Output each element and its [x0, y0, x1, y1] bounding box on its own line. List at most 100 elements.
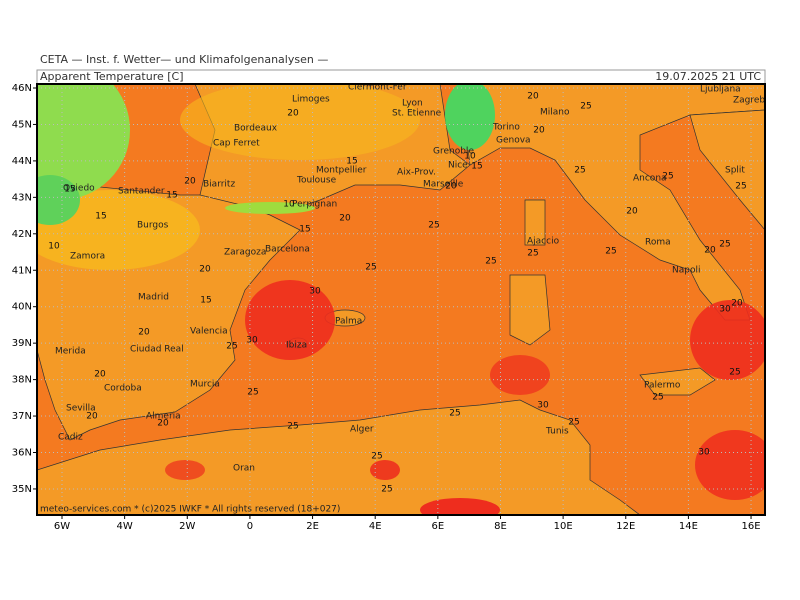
- city-label: Cordoba: [104, 384, 142, 394]
- map-title: Apparent Temperature [C]: [40, 70, 184, 83]
- city-label: Palermo: [644, 381, 681, 391]
- contour-label: 15: [346, 157, 357, 167]
- contour-label: 25: [729, 368, 740, 378]
- contour-label: 10: [283, 200, 295, 210]
- latitude-label: 44N: [12, 156, 32, 167]
- contour-label: 20: [731, 299, 743, 309]
- contour-label: 30: [246, 336, 258, 346]
- longitude-label: 12E: [616, 521, 635, 532]
- contour-label: 25: [449, 409, 460, 419]
- contour-label: 20: [704, 246, 716, 256]
- contour-label: 25: [568, 418, 579, 428]
- city-label: Zagreb: [733, 96, 765, 106]
- contour-label: 20: [86, 412, 98, 422]
- city-label: Valencia: [190, 327, 228, 337]
- contour-label: 25: [662, 172, 673, 182]
- city-label: Bordeaux: [234, 124, 278, 134]
- city-label: Zaragoza: [224, 248, 266, 258]
- latitude-label: 42N: [12, 229, 32, 240]
- city-label: Madrid: [138, 293, 169, 303]
- contour-label: 15: [471, 162, 482, 172]
- institute: CETA — Inst. f. Wetter— und Klimafolgena…: [40, 53, 328, 66]
- contour-label: 25: [719, 240, 730, 250]
- city-label: Torino: [492, 123, 520, 133]
- contour-label: 25: [365, 263, 376, 273]
- city-label: Palma: [335, 317, 362, 327]
- city-label: Toulouse: [296, 176, 337, 186]
- contour-label: 20: [533, 126, 545, 136]
- contour-label: 20: [94, 370, 106, 380]
- city-label: Oviedo: [63, 184, 95, 194]
- longitude-label: 10E: [554, 521, 573, 532]
- longitude-label: 14E: [679, 521, 698, 532]
- latitude-label: 40N: [12, 302, 32, 313]
- city-label: Ancona: [633, 174, 667, 184]
- contour-label: 20: [626, 207, 638, 217]
- city-label: Murcia: [190, 380, 220, 390]
- city-label: Ibiza: [286, 341, 307, 351]
- city-label: Almeria: [146, 412, 181, 422]
- city-label: Ajaccio: [527, 237, 560, 247]
- city-label: Cadiz: [58, 433, 83, 443]
- longitude-label: 0: [247, 521, 253, 532]
- contour-label: 15: [64, 185, 75, 195]
- contour-label: 25: [287, 422, 298, 432]
- contour-label: 30: [537, 401, 549, 411]
- city-label: Grenoble: [433, 147, 474, 157]
- city-label: Milano: [540, 108, 570, 118]
- contour-label: 10: [48, 242, 60, 252]
- latitude-label: 45N: [12, 119, 32, 130]
- city-label: Barcelona: [265, 245, 310, 255]
- city-label: Genova: [496, 136, 531, 146]
- city-label: Napoli: [672, 266, 700, 276]
- latitude-label: 35N: [12, 484, 32, 495]
- map-field: Clermont-Fer Limoges Lyon Bordeaux St. Etien…: [37, 83, 765, 515]
- city-label: Ciudad Real: [130, 345, 184, 355]
- contour-label: 25: [226, 342, 237, 352]
- graticule: [37, 84, 765, 515]
- contour-label: 25: [485, 257, 496, 267]
- city-label: Montpellier: [316, 166, 367, 176]
- city-label: Zamora: [70, 252, 105, 262]
- contour-label: 30: [719, 305, 731, 315]
- longitude-label: 2E: [306, 521, 319, 532]
- contour-label: 30: [309, 287, 321, 297]
- contour-label: 25: [605, 247, 616, 257]
- longitude-label: 2W: [179, 521, 195, 532]
- contour-label: 20: [527, 92, 539, 102]
- footer: meteo-services.com * (c)2025 IWKF * All …: [40, 505, 340, 515]
- city-label: Merida: [55, 347, 86, 357]
- latitude-label: 43N: [12, 192, 32, 203]
- contour-label: 25: [735, 182, 746, 192]
- city-label: Clermont-Fer: [348, 83, 407, 93]
- contour-label: 20: [138, 328, 150, 338]
- longitude-label: 6W: [54, 521, 70, 532]
- latitude-label: 37N: [12, 411, 32, 422]
- city-label: Nice: [448, 161, 468, 171]
- contour-label: 15: [200, 296, 211, 306]
- city-label: Santander: [118, 187, 165, 197]
- contour-label: 25: [371, 452, 382, 462]
- contour-label: 25: [580, 102, 591, 112]
- city-label: Biarritz: [203, 180, 235, 190]
- city-label: Burgos: [137, 221, 169, 231]
- city-label: Ljubljana: [700, 85, 741, 95]
- city-label: Roma: [645, 238, 671, 248]
- contour-label: 20: [199, 265, 211, 275]
- longitude-label: 4W: [117, 521, 133, 532]
- city-label: Alger: [350, 425, 374, 435]
- city-label: Perpignan: [292, 200, 337, 210]
- city-label: Marseille: [423, 180, 464, 190]
- latitude-label: 38N: [12, 375, 32, 386]
- axis-labels: 6W 4W 2W 0 2E 4E 6E 8E 10E 12E 14E 16E 46N 45N 44N 43N 4…: [12, 83, 761, 532]
- contour-label: 15: [95, 212, 106, 222]
- contour-label: 15: [299, 225, 310, 235]
- contour-label: 10: [464, 152, 476, 162]
- contour-label: 25: [527, 249, 538, 259]
- contour-label: 15: [166, 191, 177, 201]
- contour-label: 25: [381, 485, 392, 495]
- contour-label: 25: [247, 388, 258, 398]
- latitude-label: 41N: [12, 265, 32, 276]
